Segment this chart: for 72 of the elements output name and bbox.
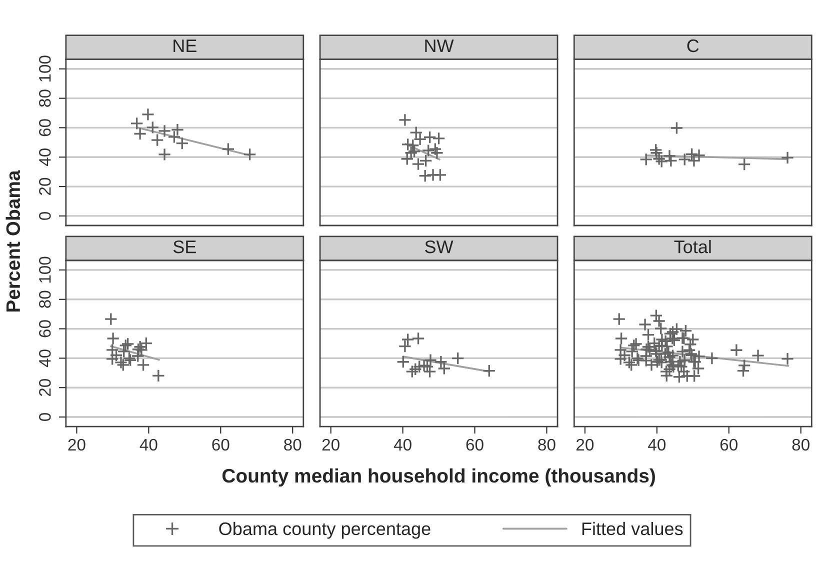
point <box>664 154 678 168</box>
x-tick-label: 80 <box>792 438 810 451</box>
point <box>482 364 496 378</box>
point <box>451 352 464 365</box>
point <box>243 148 256 162</box>
point <box>432 132 446 146</box>
x-tick-label: 40 <box>648 438 666 451</box>
point <box>176 136 189 150</box>
y-tick-label: 20 <box>39 178 51 195</box>
point <box>130 116 144 130</box>
point <box>418 169 432 182</box>
x-tick-label: 20 <box>68 438 86 451</box>
point <box>639 152 653 166</box>
y-axis-title: Percent Obama <box>6 170 20 312</box>
point <box>141 108 155 122</box>
y-tick-label: 100 <box>39 256 51 283</box>
x-tick-label: 80 <box>284 438 302 451</box>
y-tick-label: 60 <box>39 119 51 136</box>
y-tick-label: 100 <box>39 56 51 82</box>
chart-title: NE <box>174 40 196 52</box>
x-tick-label: 60 <box>720 438 738 451</box>
x-tick-label: 60 <box>212 438 230 451</box>
point <box>434 355 448 369</box>
x-tick-label: 60 <box>466 438 484 451</box>
point <box>398 113 412 127</box>
y-tick-label: 60 <box>39 320 51 338</box>
point <box>136 358 150 372</box>
point <box>409 126 423 140</box>
point <box>152 369 166 382</box>
point <box>412 332 425 346</box>
point <box>649 143 662 157</box>
point <box>146 120 160 134</box>
chart-title: Total <box>674 240 711 254</box>
x-tick-label: 20 <box>322 438 340 451</box>
y-tick-label: 80 <box>39 290 51 308</box>
point <box>401 138 414 152</box>
point <box>780 151 794 164</box>
point <box>422 144 435 158</box>
point <box>423 364 436 378</box>
y-tick-label: 0 <box>39 212 51 220</box>
x-tick-label: 40 <box>140 438 158 451</box>
point <box>158 148 172 162</box>
point <box>106 352 119 366</box>
point <box>428 142 442 156</box>
chart-title: SE <box>173 240 196 254</box>
y-tick-label: 0 <box>39 413 51 421</box>
point <box>106 332 120 346</box>
point <box>222 142 235 156</box>
point <box>434 168 447 182</box>
point <box>396 355 410 369</box>
x-tick-label: 20 <box>576 438 594 451</box>
y-tick-label: 40 <box>39 350 51 368</box>
point <box>738 158 751 171</box>
legend-label: Obama county percentage <box>219 522 430 539</box>
chart-title: NW <box>425 40 454 52</box>
point <box>652 152 666 166</box>
legend-label: Fitted values <box>582 522 683 536</box>
chart-title: SW <box>425 240 454 254</box>
x-tick-label: 40 <box>394 438 412 451</box>
point <box>650 146 664 160</box>
point <box>670 121 684 135</box>
y-tick-label: 80 <box>39 90 51 107</box>
point <box>104 312 118 326</box>
point <box>438 362 451 376</box>
chart-title: C <box>687 39 699 52</box>
y-tick-label: 20 <box>39 378 51 396</box>
point <box>430 146 444 160</box>
x-tick-label: 80 <box>538 438 556 451</box>
point <box>423 130 436 144</box>
x-axis-title: County median household income (thousands) <box>222 468 655 486</box>
y-tick-label: 40 <box>39 148 51 166</box>
point <box>133 127 147 140</box>
